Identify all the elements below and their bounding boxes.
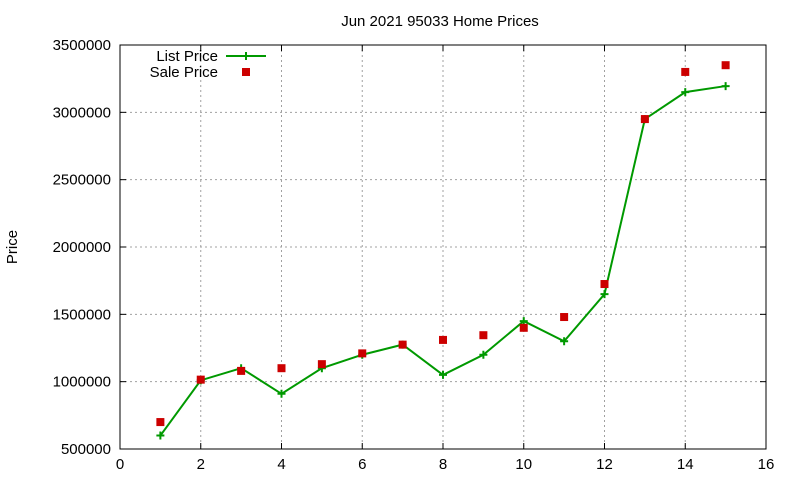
sale-price-point: [196, 375, 205, 384]
sale-price-point: [560, 313, 569, 322]
y-tick-label: 1500000: [53, 306, 111, 323]
grid: [120, 45, 766, 449]
chart-title: Jun 2021 95033 Home Prices: [341, 13, 539, 30]
legend-label: List Price: [156, 48, 218, 65]
sale-price-point: [317, 360, 326, 369]
list-price-point: [156, 431, 165, 440]
series-layer: [156, 61, 730, 440]
list-price-point: [681, 88, 690, 97]
y-tick-label: 2500000: [53, 172, 111, 189]
list-price-point: [560, 337, 569, 346]
sale-price-point: [439, 335, 447, 344]
sale-price-point: [479, 331, 488, 340]
x-tick-label: 6: [358, 456, 366, 473]
x-tick-label: 12: [596, 456, 613, 473]
list-price-point: [277, 389, 286, 398]
y-tick-label: 1000000: [53, 374, 111, 391]
x-axis: 0 2 4 6 8 10 12 14 16: [116, 45, 775, 473]
series-sale-price: [156, 61, 730, 427]
y-axis: 500000 1000000 1500000 2000000 2500000 300000…: [53, 37, 766, 458]
list-price-point: [479, 350, 488, 359]
x-tick-label: 2: [197, 456, 205, 473]
sale-price-point: [398, 340, 407, 349]
sale-price-point: [519, 323, 528, 332]
y-tick-label: 2000000: [53, 239, 111, 256]
x-tick-label: 16: [758, 456, 775, 473]
x-tick-label: 14: [677, 456, 694, 473]
sale-price-point: [600, 280, 609, 289]
list-price-point: [721, 82, 730, 91]
y-tick-label: 3000000: [53, 104, 111, 121]
sale-price-point: [640, 115, 649, 124]
sale-price-point: [721, 61, 730, 70]
list-price-point: [439, 370, 447, 379]
legend-square-marker: [242, 68, 250, 76]
sale-price-point: [237, 366, 246, 375]
legend-plus-marker: [242, 52, 250, 60]
sale-price-point: [681, 67, 690, 76]
x-tick-label: 8: [439, 456, 447, 473]
x-tick-label: 4: [277, 456, 285, 473]
x-tick-label: 10: [515, 456, 532, 473]
list-price-point: [600, 290, 609, 299]
sale-price-point: [156, 418, 165, 427]
sale-price-point: [277, 364, 286, 373]
list-price-point: [519, 317, 528, 326]
y-tick-label: 3500000: [53, 37, 111, 54]
x-tick-label: 0: [116, 456, 124, 473]
y-tick-label: 500000: [61, 441, 111, 458]
legend-label: Sale Price: [150, 64, 218, 81]
y-axis-label: Price: [4, 230, 21, 264]
sale-price-point: [358, 349, 367, 358]
